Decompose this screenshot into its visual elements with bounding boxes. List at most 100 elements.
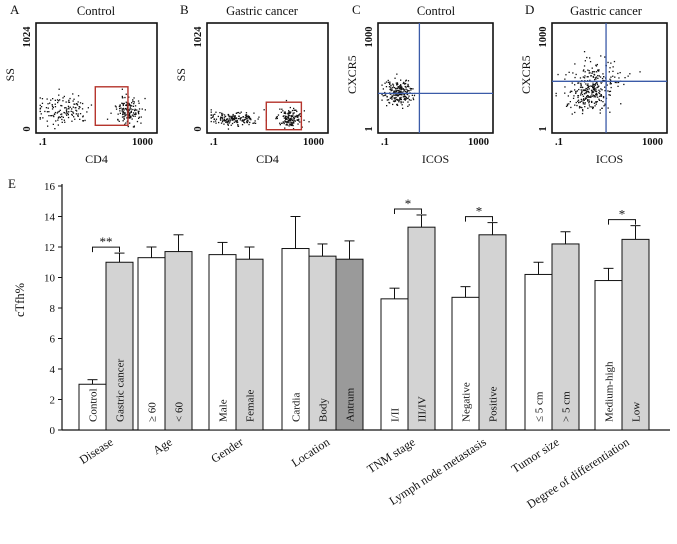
event-dot bbox=[72, 93, 74, 95]
event-dot bbox=[381, 99, 383, 101]
event-dot bbox=[52, 98, 54, 100]
event-dot bbox=[290, 111, 292, 113]
event-dot bbox=[221, 117, 223, 119]
event-dot bbox=[294, 109, 296, 111]
event-dot bbox=[232, 114, 234, 117]
event-dot bbox=[115, 106, 117, 108]
event-dot bbox=[588, 101, 590, 103]
x-axis-label: CD4 bbox=[85, 152, 108, 166]
event-dot bbox=[295, 116, 298, 118]
event-dot bbox=[596, 86, 598, 89]
event-dot bbox=[600, 94, 602, 96]
x-axis-label: ICOS bbox=[596, 152, 623, 166]
event-dot bbox=[227, 113, 229, 116]
event-dot bbox=[287, 115, 289, 117]
event-dot bbox=[617, 72, 619, 75]
event-dot bbox=[61, 113, 63, 115]
event-dot bbox=[41, 98, 44, 100]
event-dot bbox=[591, 93, 593, 95]
event-dot bbox=[79, 118, 81, 120]
event-dot bbox=[221, 114, 223, 116]
event-dot bbox=[580, 106, 582, 108]
event-dot bbox=[234, 116, 236, 119]
event-dot bbox=[408, 104, 410, 106]
event-dot bbox=[584, 71, 586, 73]
panel-title: Control bbox=[77, 4, 116, 18]
event-dot bbox=[245, 112, 248, 114]
event-dot bbox=[609, 78, 611, 80]
event-dot bbox=[51, 104, 53, 106]
event-dot bbox=[293, 112, 295, 114]
event-dot bbox=[42, 117, 44, 119]
event-dot bbox=[283, 117, 285, 119]
event-dot bbox=[606, 84, 608, 86]
event-dot bbox=[67, 105, 70, 107]
event-dot bbox=[595, 78, 597, 80]
event-dot bbox=[391, 87, 394, 89]
event-dot bbox=[580, 82, 582, 85]
event-dot bbox=[629, 73, 631, 75]
event-dot bbox=[129, 104, 132, 106]
event-dot bbox=[291, 116, 293, 118]
event-dot bbox=[289, 112, 291, 114]
event-dot bbox=[130, 110, 132, 112]
event-dot bbox=[395, 88, 397, 90]
event-dot bbox=[595, 90, 598, 92]
event-dot bbox=[404, 90, 407, 93]
event-dot bbox=[249, 121, 251, 124]
event-dot bbox=[286, 118, 288, 120]
event-dot bbox=[601, 77, 604, 80]
event-dot bbox=[596, 71, 598, 73]
event-dot bbox=[138, 116, 140, 118]
event-dot bbox=[282, 121, 284, 123]
event-dot bbox=[410, 89, 412, 91]
event-dot bbox=[214, 113, 216, 115]
event-dot bbox=[583, 89, 585, 92]
event-dot bbox=[595, 88, 597, 90]
event-dot bbox=[285, 121, 287, 123]
event-dot bbox=[63, 95, 65, 98]
event-dot bbox=[236, 119, 238, 122]
bar-group-6: ≤ 5 cm > 5 cm Tumor size bbox=[509, 231, 580, 476]
event-dot bbox=[557, 73, 559, 76]
event-dot bbox=[292, 114, 294, 116]
event-dot bbox=[134, 105, 137, 107]
event-dot bbox=[77, 115, 79, 117]
flow-panel-d: D Gastric cancer CXCR5 1000 1 .1 1000 ICOS bbox=[519, 2, 668, 166]
event-dot bbox=[231, 116, 233, 118]
event-dot bbox=[287, 121, 289, 123]
event-dot bbox=[46, 111, 49, 113]
event-dot bbox=[219, 112, 221, 114]
event-dot bbox=[235, 121, 237, 123]
event-dot bbox=[580, 84, 582, 86]
event-dot bbox=[81, 108, 84, 110]
event-dot bbox=[130, 108, 132, 110]
bar bbox=[478, 234, 507, 431]
event-dot bbox=[588, 96, 590, 98]
event-dot bbox=[389, 83, 391, 85]
event-dot bbox=[400, 86, 402, 88]
event-dot bbox=[45, 107, 48, 109]
event-dot bbox=[603, 76, 605, 78]
event-dot bbox=[390, 84, 392, 86]
event-dot bbox=[595, 103, 597, 105]
event-dot bbox=[235, 117, 237, 119]
event-dot bbox=[223, 114, 226, 116]
event-dot bbox=[572, 72, 574, 74]
event-dot bbox=[392, 103, 394, 106]
event-dot bbox=[584, 75, 586, 77]
event-dot bbox=[589, 57, 591, 59]
event-dot bbox=[590, 85, 592, 87]
event-dot bbox=[130, 111, 132, 113]
event-dot bbox=[624, 77, 626, 79]
event-dot bbox=[389, 97, 391, 99]
event-dot bbox=[592, 90, 594, 92]
event-dot bbox=[610, 76, 612, 78]
event-dot bbox=[586, 94, 589, 97]
event-dot bbox=[220, 122, 223, 124]
event-dot bbox=[124, 107, 127, 110]
panel-letter: A bbox=[10, 2, 20, 17]
event-dot bbox=[589, 61, 592, 63]
event-dot bbox=[297, 119, 299, 121]
event-dot bbox=[221, 112, 223, 114]
